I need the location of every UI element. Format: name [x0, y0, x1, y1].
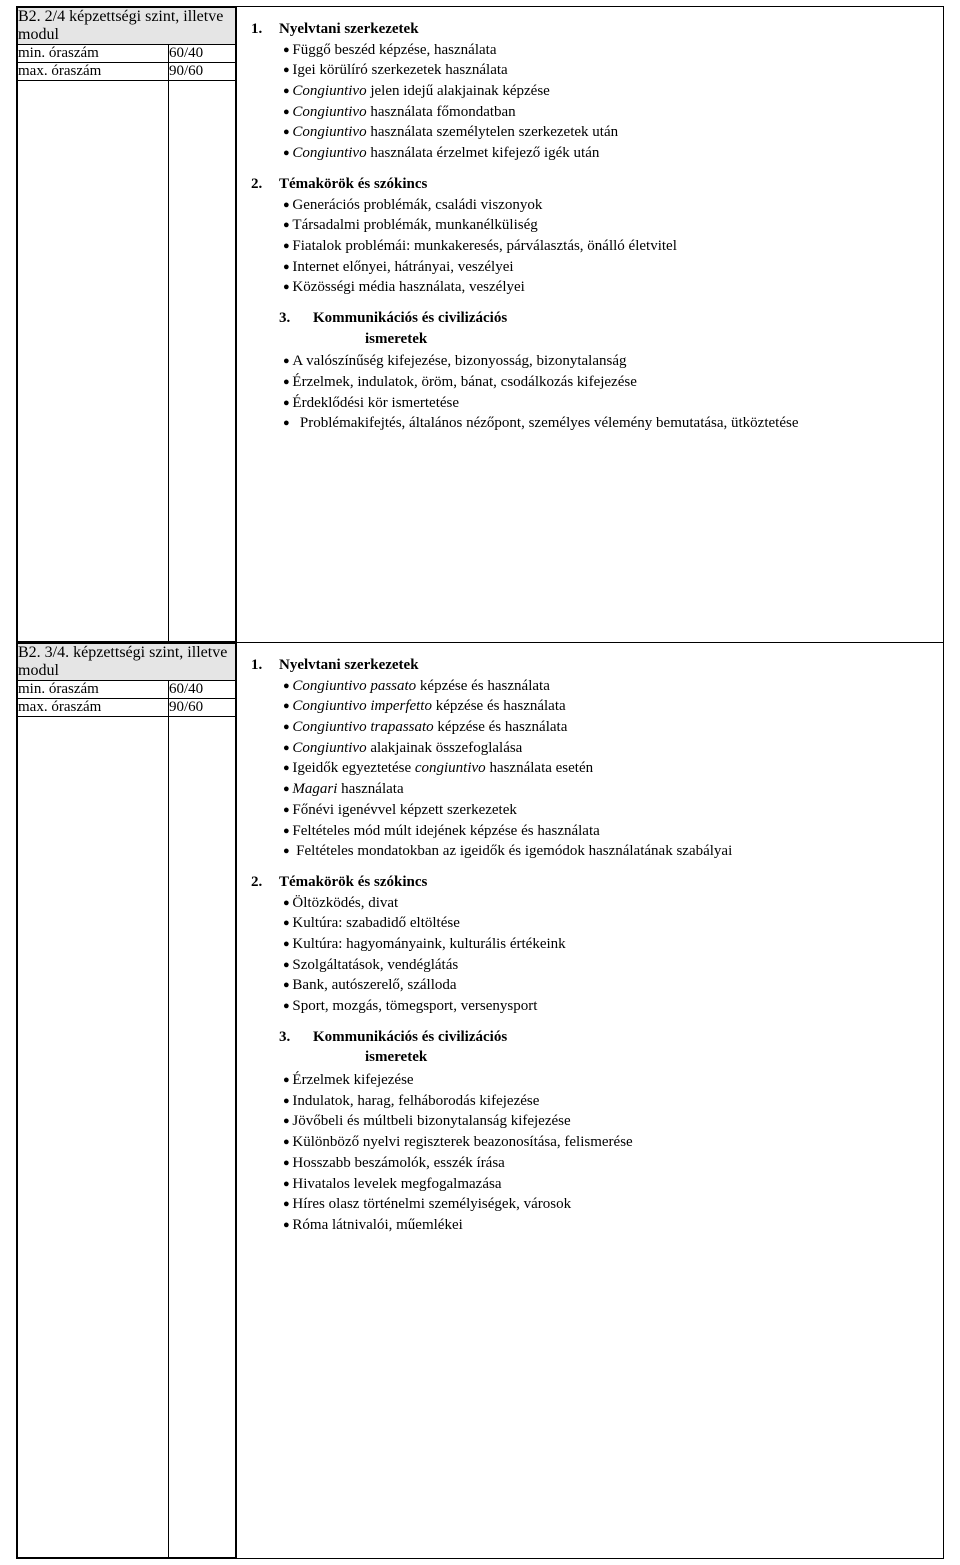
list-item: Híres olasz történelmi személyiségek, vá…: [245, 1194, 925, 1215]
meta-table: B2. 2/4 képzettségi szint, illetve modul…: [17, 7, 236, 642]
module-content: 1.Nyelvtani szerkezetekCongiuntivo passa…: [237, 643, 944, 1559]
list-item: Érzelmek, indulatok, öröm, bánat, csodál…: [245, 372, 925, 393]
list-item: Fiatalok problémái: munkakeresés, párvál…: [245, 236, 925, 257]
max-hours-label: max. óraszám: [18, 699, 169, 717]
bullet-list: Érzelmek kifejezéseIndulatok, harag, fel…: [245, 1070, 925, 1236]
empty-cell: [169, 81, 236, 642]
section-heading: 1.Nyelvtani szerkezetek: [245, 655, 925, 676]
module-content: 1.Nyelvtani szerkezetekFüggő beszéd képz…: [237, 7, 944, 643]
list-item: Internet előnyei, hátrányai, veszélyei: [245, 257, 925, 278]
section-heading: 3.Kommunikációs és civilizációs: [245, 1027, 925, 1048]
min-hours-label: min. óraszám: [18, 45, 169, 63]
list-item: Szolgáltatások, vendéglátás: [245, 955, 925, 976]
list-item: Hivatalos levelek megfogalmazása: [245, 1174, 925, 1195]
empty-cell: [169, 717, 236, 1558]
list-item: Feltételes mondatokban az igeidők és ige…: [245, 841, 925, 862]
meta-table: B2. 3/4. képzettségi szint, illetve modu…: [17, 643, 236, 1558]
list-item: Magari használata: [245, 779, 925, 800]
module-header: B2. 2/4 képzettségi szint, illetve modul: [18, 8, 236, 45]
list-item: Congiuntivo használata érzelmet kifejező…: [245, 143, 925, 164]
max-hours-value: 90/60: [169, 63, 236, 81]
list-item: Függő beszéd képzése, használata: [245, 40, 925, 61]
list-item: Érzelmek kifejezése: [245, 1070, 925, 1091]
section-heading: 2.Témakörök és szókincs: [245, 872, 925, 893]
empty-cell: [18, 81, 169, 642]
list-item: Róma látnivalói, műemlékei: [245, 1215, 925, 1236]
bullet-list: Congiuntivo passato képzése és használat…: [245, 676, 925, 862]
list-item: Generációs problémák, családi viszonyok: [245, 195, 925, 216]
min-hours-label: min. óraszám: [18, 681, 169, 699]
max-hours-value: 90/60: [169, 699, 236, 717]
max-hours-label: max. óraszám: [18, 63, 169, 81]
bullet-list: Generációs problémák, családi viszonyokT…: [245, 195, 925, 298]
list-item: Congiuntivo trapassato képzése és haszná…: [245, 717, 925, 738]
list-item: Feltételes mód múlt idejének képzése és …: [245, 821, 925, 842]
list-item: Közösségi média használata, veszélyei: [245, 277, 925, 298]
empty-cell: [18, 717, 169, 1558]
section-heading: 2.Témakörök és szókincs: [245, 174, 925, 195]
min-hours-value: 60/40: [169, 681, 236, 699]
list-item: Öltözködés, divat: [245, 893, 925, 914]
bullet-list: Függő beszéd képzése, használataIgei kör…: [245, 40, 925, 164]
section-heading: 1.Nyelvtani szerkezetek: [245, 19, 925, 40]
section-heading: 3.Kommunikációs és civilizációs: [245, 308, 925, 329]
list-item: Sport, mozgás, tömegsport, versenysport: [245, 996, 925, 1017]
curriculum-table: B2. 2/4 képzettségi szint, illetve modul…: [16, 6, 944, 1559]
list-item: Congiuntivo imperfetto képzése és haszná…: [245, 696, 925, 717]
list-item: Congiuntivo passato képzése és használat…: [245, 676, 925, 697]
list-item: Congiuntivo használata személytelen szer…: [245, 122, 925, 143]
min-hours-value: 60/40: [169, 45, 236, 63]
list-item: Indulatok, harag, felháborodás kifejezés…: [245, 1091, 925, 1112]
module-header: B2. 3/4. képzettségi szint, illetve modu…: [18, 644, 236, 681]
list-item: Jövőbeli és múltbeli bizonytalanság kife…: [245, 1111, 925, 1132]
list-item: Érdeklődési kör ismertetése: [245, 393, 925, 414]
section-subtitle: ismeretek: [245, 1047, 925, 1068]
list-item: Congiuntivo jelen idejű alakjainak képzé…: [245, 81, 925, 102]
list-item: Kultúra: szabadidő eltöltése: [245, 913, 925, 934]
bullet-list: Öltözködés, divatKultúra: szabadidő eltö…: [245, 893, 925, 1017]
list-item: Kultúra: hagyományaink, kulturális érték…: [245, 934, 925, 955]
list-item: Társadalmi problémák, munkanélküliség: [245, 215, 925, 236]
list-item: Igeidők egyeztetése congiuntivo használa…: [245, 758, 925, 779]
module-meta: B2. 2/4 képzettségi szint, illetve modul…: [17, 7, 237, 643]
bullet-list: A valószínűség kifejezése, bizonyosság, …: [245, 351, 925, 434]
list-item: Bank, autószerelő, szálloda: [245, 975, 925, 996]
module-meta: B2. 3/4. képzettségi szint, illetve modu…: [17, 643, 237, 1559]
list-item: Hosszabb beszámolók, esszék írása: [245, 1153, 925, 1174]
list-item: A valószínűség kifejezése, bizonyosság, …: [245, 351, 925, 372]
list-item: Congiuntivo használata főmondatban: [245, 102, 925, 123]
list-item: Congiuntivo alakjainak összefoglalása: [245, 738, 925, 759]
list-item: Igei körülíró szerkezetek használata: [245, 60, 925, 81]
list-item: Különböző nyelvi regiszterek beazonosítá…: [245, 1132, 925, 1153]
section-subtitle: ismeretek: [245, 329, 925, 350]
list-item: Problémakifejtés, általános nézőpont, sz…: [245, 413, 925, 434]
list-item: Főnévi igenévvel képzett szerkezetek: [245, 800, 925, 821]
